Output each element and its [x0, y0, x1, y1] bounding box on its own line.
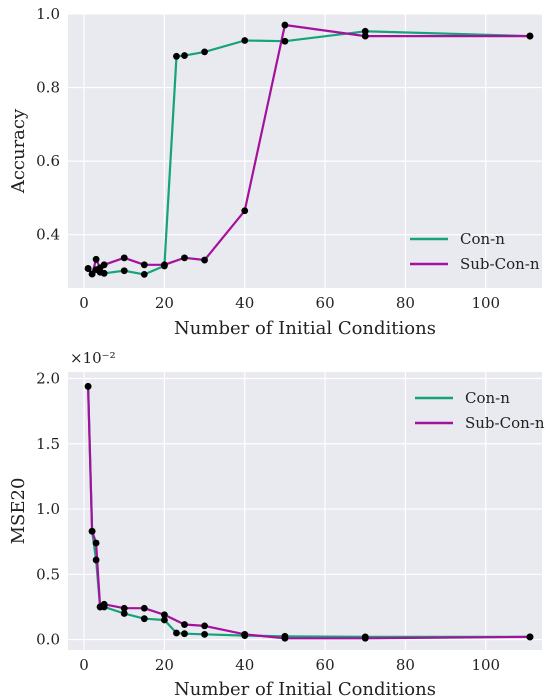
data-point-subcon [161, 261, 168, 269]
data-point-con [201, 630, 208, 638]
data-point-con [201, 48, 208, 56]
x-tick-label: 20 [155, 294, 174, 312]
data-point-con [281, 37, 289, 45]
data-point-subcon [201, 256, 208, 264]
legend-label-subcon: Sub-Con-n [465, 414, 545, 432]
x-tick-label: 100 [471, 294, 500, 312]
y-tick-label: 1.5 [36, 435, 60, 453]
data-point-subcon [140, 604, 148, 612]
legend: Con-n Sub-Con-n [410, 230, 540, 273]
data-point-subcon [526, 633, 534, 641]
legend-label-con: Con-n [465, 389, 510, 407]
data-point-subcon [88, 527, 96, 535]
data-point-subcon [100, 261, 108, 269]
y-axis-label: MSE20 [8, 478, 29, 545]
data-point-subcon [120, 604, 128, 612]
data-point-subcon [181, 254, 188, 262]
y-tick-label: 0.0 [36, 631, 60, 649]
series-layer [84, 382, 534, 642]
y-tick-label: 2.0 [36, 370, 60, 388]
data-point-con [173, 52, 180, 60]
data-point-con [140, 615, 148, 623]
data-point-subcon [526, 32, 534, 40]
tick-labels: 0 20 40 60 80 100 0.0 0.5 1.0 1.5 2.0 [36, 370, 500, 674]
data-point-subcon [361, 634, 369, 642]
legend-label-con: Con-n [460, 230, 505, 248]
legend: Con-n Sub-Con-n [415, 389, 545, 432]
y-tick-label: 1.0 [36, 5, 60, 23]
x-axis-label: Number of Initial Conditions [174, 318, 436, 339]
y-axis-label: Accuracy [8, 108, 29, 194]
series-layer [84, 21, 534, 278]
accuracy-chart: 0 20 40 60 80 100 0.4 0.6 0.8 1.0 Number of Initi… [8, 5, 542, 339]
data-point-con [181, 52, 188, 59]
x-tick-label: 100 [471, 656, 500, 674]
y-scale-multiplier: ×10⁻² [70, 349, 116, 367]
data-point-con [161, 616, 168, 624]
legend-label-subcon: Sub-Con-n [460, 255, 540, 273]
data-point-con [120, 267, 128, 275]
data-point-subcon [201, 622, 208, 630]
y-tick-label: 0.8 [36, 79, 60, 97]
y-tick-label: 0.4 [36, 226, 60, 244]
grid [68, 13, 542, 288]
data-point-subcon [88, 270, 96, 278]
x-tick-label: 0 [79, 656, 89, 674]
data-point-subcon [361, 32, 369, 40]
data-point-con [92, 556, 100, 564]
x-tick-label: 0 [79, 294, 89, 312]
x-tick-label: 60 [316, 656, 335, 674]
data-point-subcon [92, 255, 100, 263]
data-point-con [140, 270, 148, 278]
y-tick-label: 0.6 [36, 152, 60, 170]
data-point-subcon [161, 611, 168, 619]
x-tick-label: 80 [396, 656, 415, 674]
y-tick-label: 1.0 [36, 500, 60, 518]
x-tick-label: 40 [235, 656, 254, 674]
data-point-subcon [84, 382, 92, 390]
data-point-subcon [120, 254, 128, 262]
data-point-subcon [100, 600, 108, 608]
x-tick-label: 80 [396, 294, 415, 312]
mse20-chart: 0 20 40 60 80 100 0.0 0.5 1.0 1.5 2.0 ×10⁻² Number… [8, 349, 545, 699]
data-point-con [120, 610, 128, 617]
data-point-con [241, 37, 249, 44]
data-point-con [361, 27, 369, 35]
grid [68, 372, 542, 650]
tick-labels: 0 20 40 60 80 100 0.4 0.6 0.8 1.0 [36, 5, 500, 312]
data-point-subcon [181, 621, 188, 628]
data-point-con [181, 630, 188, 638]
plot-area-background [68, 14, 542, 288]
data-point-con [100, 269, 108, 277]
x-tick-label: 40 [235, 294, 254, 312]
data-point-subcon [241, 630, 249, 638]
series-line-subcon [87, 386, 530, 640]
data-point-subcon [241, 207, 249, 215]
data-point-subcon [92, 539, 100, 547]
x-tick-label: 60 [316, 294, 335, 312]
x-axis-label: Number of Initial Conditions [174, 679, 436, 699]
data-point-subcon [281, 21, 289, 29]
data-point-subcon [84, 265, 92, 272]
x-tick-label: 20 [155, 656, 174, 674]
data-point-subcon [281, 634, 289, 642]
y-tick-label: 0.5 [36, 565, 60, 583]
plot-area-background [68, 372, 542, 650]
data-point-subcon [140, 261, 148, 269]
data-point-con [173, 629, 180, 637]
